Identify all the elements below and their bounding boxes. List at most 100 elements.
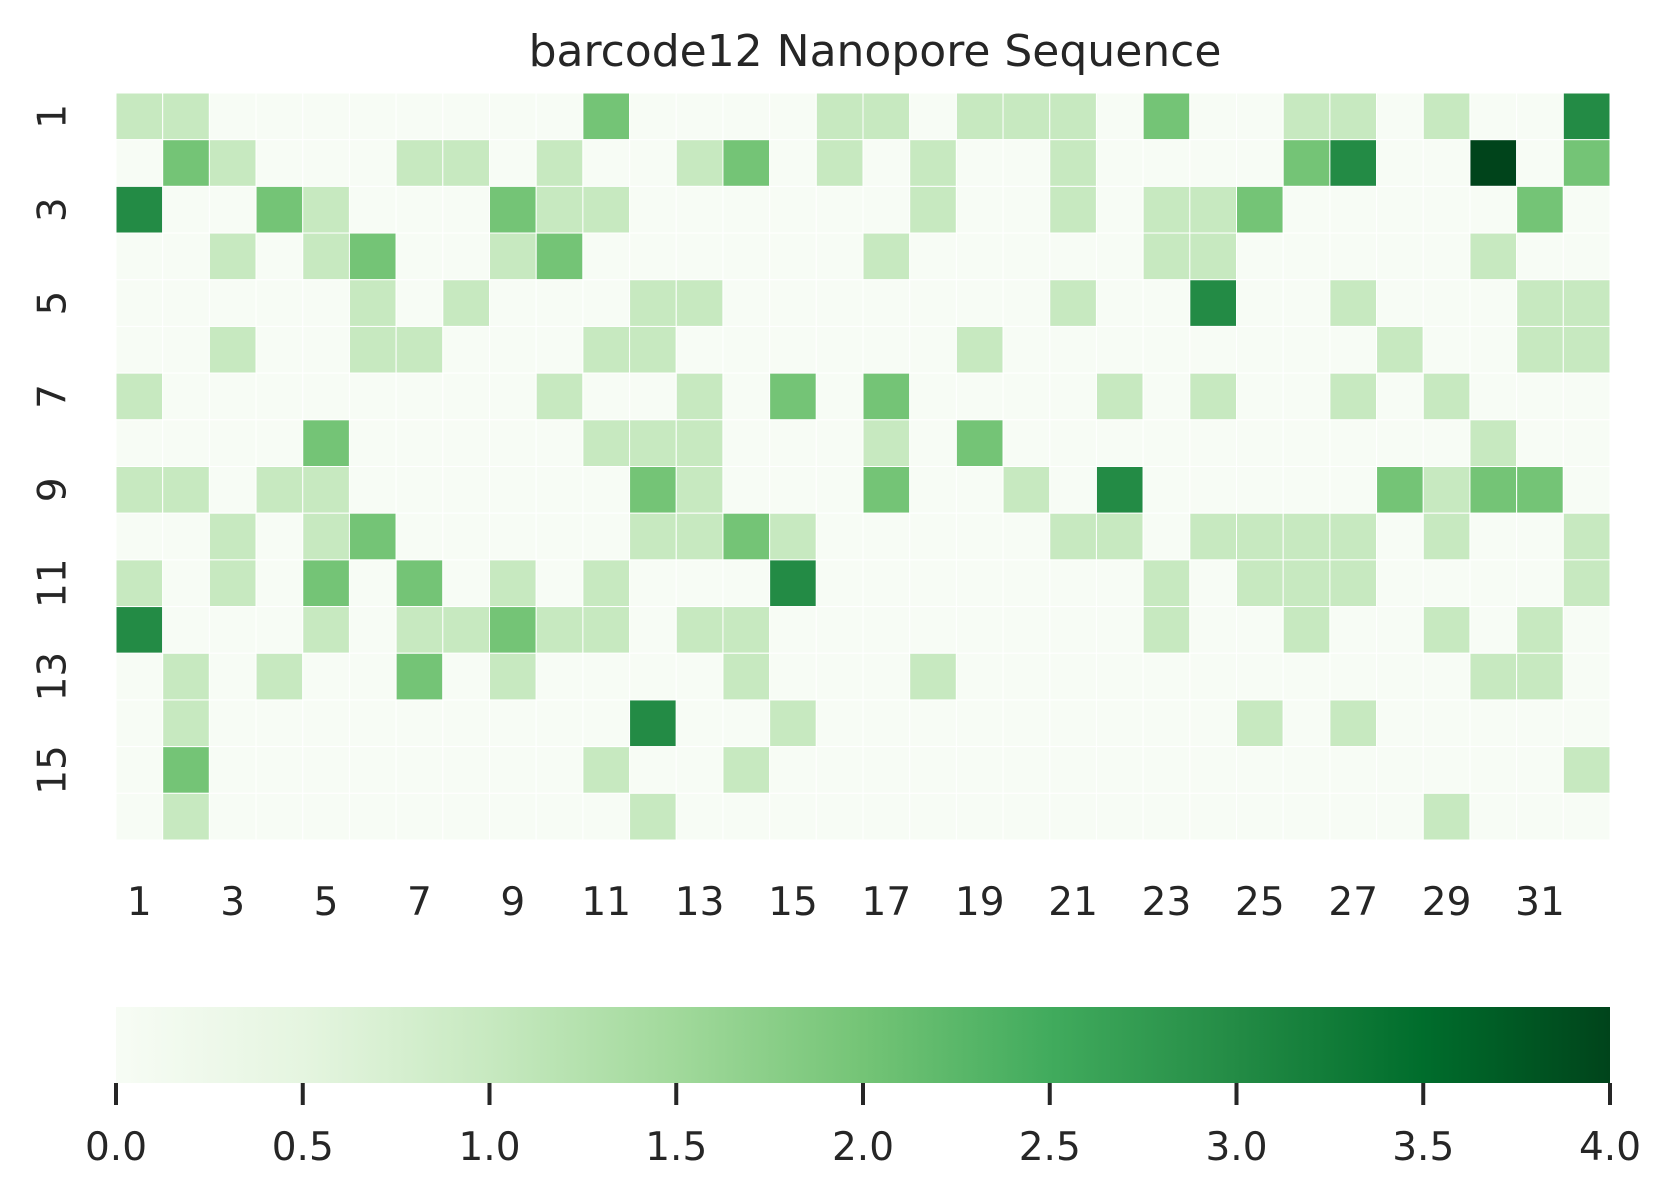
heatmap-cell-r11-c12 — [629, 559, 677, 608]
heatmap-cell-r7-c11 — [582, 372, 631, 421]
heatmap-cell-r14-c3 — [208, 699, 257, 748]
heatmap-cell-r9-c30 — [1469, 466, 1518, 514]
heatmap-cell-r6-c7 — [395, 325, 444, 374]
heatmap-cell-r5-c13 — [675, 279, 724, 327]
x-tick-label: 1 — [127, 880, 152, 925]
heatmap-cell-r2-c12 — [629, 139, 677, 187]
heatmap-cell-r4-c2 — [162, 232, 210, 281]
heatmap-cell-r16-c18 — [909, 792, 957, 841]
heatmap-cell-r3-c4 — [255, 185, 304, 234]
heatmap-cell-r7-c5 — [302, 372, 350, 421]
heatmap-cell-r3-c20 — [1002, 185, 1051, 234]
heatmap-cell-r9-c24 — [1189, 466, 1238, 514]
heatmap-cell-r15-c7 — [395, 746, 444, 794]
heatmap-cell-r12-c25 — [1236, 606, 1284, 654]
heatmap-cell-r4-c10 — [535, 232, 584, 281]
heatmap-cell-r6-c29 — [1422, 325, 1471, 374]
heatmap-cell-r5-c26 — [1282, 279, 1331, 327]
heatmap-cell-r1-c24 — [1189, 92, 1238, 141]
heatmap-cell-r10-c27 — [1329, 512, 1378, 561]
x-tick-label: 17 — [862, 880, 912, 925]
x-tick-label: 7 — [407, 880, 432, 925]
heatmap-cell-r11-c19 — [955, 559, 1004, 608]
heatmap-cell-r5-c22 — [1095, 279, 1144, 327]
heatmap-cell-r8-c32 — [1562, 419, 1611, 467]
heatmap-cell-r3-c22 — [1095, 185, 1144, 234]
heatmap-cell-r2-c18 — [909, 139, 957, 187]
heatmap-cell-r13-c11 — [582, 652, 631, 701]
colorbar-tick-label: 2.0 — [832, 1125, 894, 1170]
heatmap-cell-r6-c1 — [115, 325, 164, 374]
heatmap-cell-r6-c2 — [162, 325, 210, 374]
heatmap-cell-r14-c18 — [909, 699, 957, 748]
heatmap-cell-r6-c8 — [442, 325, 490, 374]
heatmap-cell-r13-c15 — [769, 652, 817, 701]
heatmap-cell-r2-c14 — [722, 139, 771, 187]
heatmap-cell-r13-c5 — [302, 652, 350, 701]
heatmap-cell-r6-c5 — [302, 325, 350, 374]
heatmap-cell-r10-c12 — [629, 512, 677, 561]
heatmap-cell-r13-c29 — [1422, 652, 1471, 701]
heatmap-cell-r16-c29 — [1422, 792, 1471, 841]
heatmap-cells — [115, 92, 1611, 841]
heatmap-cell-r6-c18 — [909, 325, 957, 374]
heatmap-cell-r2-c24 — [1189, 139, 1238, 187]
y-tick-label: 1 — [31, 104, 76, 129]
heatmap-cell-r1-c20 — [1002, 92, 1051, 141]
heatmap-cell-r12-c13 — [675, 606, 724, 654]
heatmap-cell-r5-c9 — [489, 279, 537, 327]
heatmap-cell-r3-c26 — [1282, 185, 1331, 234]
heatmap-cell-r9-c17 — [862, 466, 911, 514]
heatmap-cell-r11-c28 — [1376, 559, 1424, 608]
heatmap-cell-r12-c6 — [348, 606, 397, 654]
heatmap-cell-r6-c21 — [1049, 325, 1097, 374]
heatmap-cell-r5-c25 — [1236, 279, 1284, 327]
heatmap-cell-r12-c24 — [1189, 606, 1238, 654]
heatmap-cell-r11-c15 — [769, 559, 817, 608]
heatmap-cell-r4-c26 — [1282, 232, 1331, 281]
heatmap-cell-r3-c15 — [769, 185, 817, 234]
heatmap-cell-r16-c31 — [1516, 792, 1564, 841]
heatmap-cell-r15-c3 — [208, 746, 257, 794]
heatmap-cell-r6-c28 — [1376, 325, 1424, 374]
heatmap-cell-r3-c12 — [629, 185, 677, 234]
heatmap-cell-r2-c16 — [815, 139, 864, 187]
heatmap-cell-r12-c9 — [489, 606, 537, 654]
heatmap-cell-r7-c1 — [115, 372, 164, 421]
heatmap-cell-r1-c14 — [722, 92, 771, 141]
heatmap-cell-r14-c28 — [1376, 699, 1424, 748]
heatmap-cell-r15-c24 — [1189, 746, 1238, 794]
heatmap-cell-r8-c23 — [1142, 419, 1191, 467]
heatmap-cell-r11-c24 — [1189, 559, 1238, 608]
colorbar-tick-label: 1.0 — [458, 1125, 520, 1170]
heatmap-cell-r1-c11 — [582, 92, 631, 141]
heatmap-cell-r5-c27 — [1329, 279, 1378, 327]
heatmap-cell-r7-c3 — [208, 372, 257, 421]
heatmap-cell-r14-c13 — [675, 699, 724, 748]
heatmap-cell-r2-c29 — [1422, 139, 1471, 187]
heatmap-cell-r10-c1 — [115, 512, 164, 561]
heatmap-cell-r10-c7 — [395, 512, 444, 561]
heatmap-cell-r9-c9 — [489, 466, 537, 514]
heatmap-cell-r8-c5 — [302, 419, 350, 467]
heatmap-cell-r12-c26 — [1282, 606, 1331, 654]
heatmap-cell-r1-c19 — [955, 92, 1004, 141]
heatmap-cell-r9-c29 — [1422, 466, 1471, 514]
heatmap-cell-r13-c31 — [1516, 652, 1564, 701]
heatmap-cell-r2-c13 — [675, 139, 724, 187]
heatmap-cell-r14-c21 — [1049, 699, 1097, 748]
heatmap-cell-r14-c16 — [815, 699, 864, 748]
heatmap-cell-r4-c12 — [629, 232, 677, 281]
heatmap-cell-r16-c20 — [1002, 792, 1051, 841]
heatmap-cell-r9-c3 — [208, 466, 257, 514]
heatmap-cell-r11-c1 — [115, 559, 164, 608]
heatmap-cell-r13-c6 — [348, 652, 397, 701]
heatmap-cell-r8-c24 — [1189, 419, 1238, 467]
heatmap-cell-r13-c28 — [1376, 652, 1424, 701]
heatmap-cell-r10-c9 — [489, 512, 537, 561]
heatmap-cell-r3-c29 — [1422, 185, 1471, 234]
heatmap-cell-r16-c22 — [1095, 792, 1144, 841]
heatmap-cell-r8-c1 — [115, 419, 164, 467]
heatmap-cell-r1-c23 — [1142, 92, 1191, 141]
heatmap-cell-r12-c17 — [862, 606, 911, 654]
